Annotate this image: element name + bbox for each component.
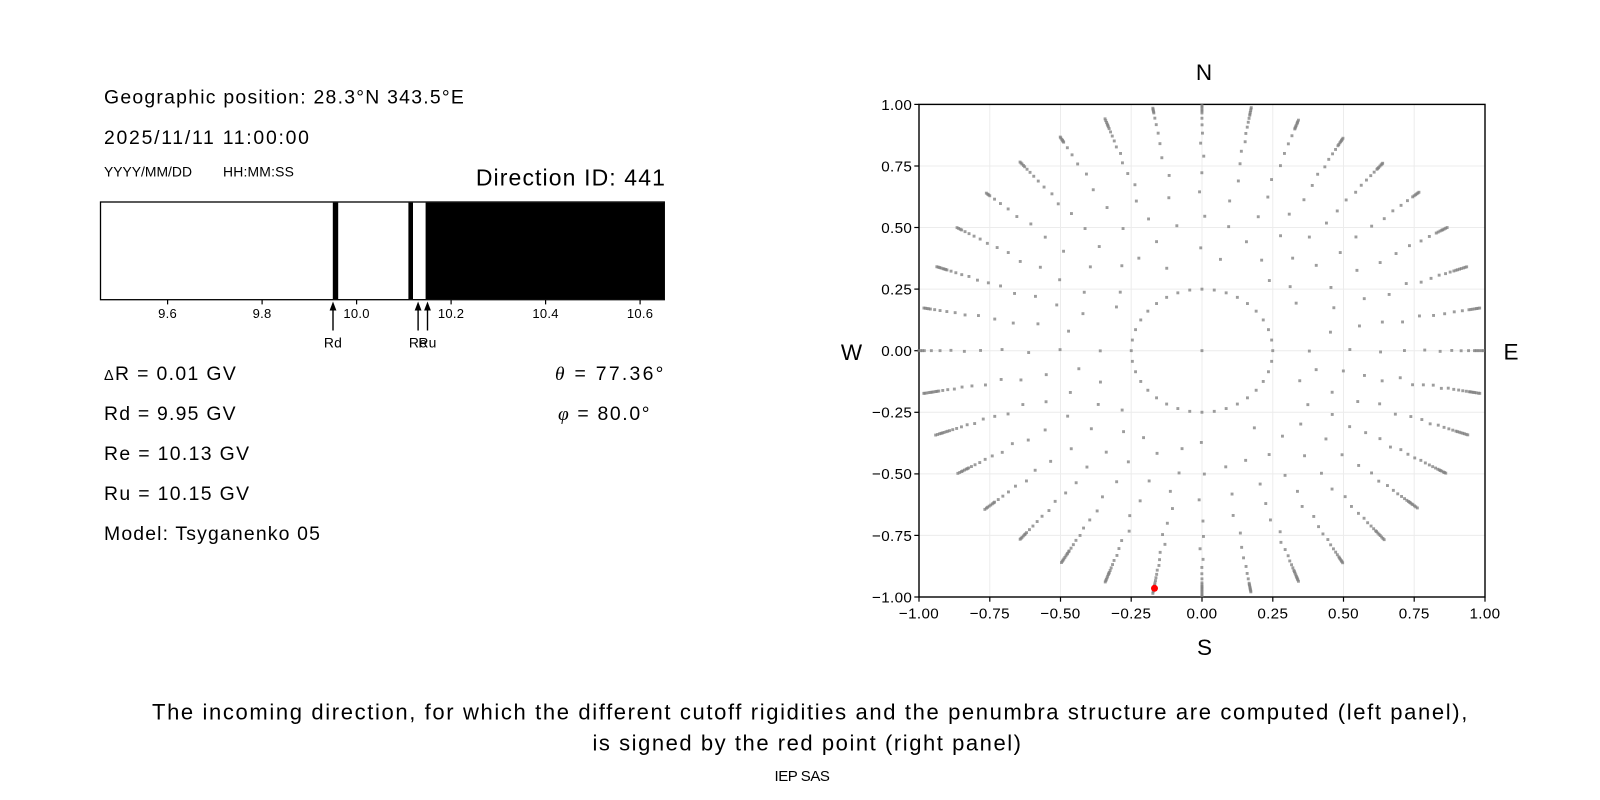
svg-text:0.50: 0.50	[881, 220, 912, 237]
svg-text:Direction ID: 441: Direction ID: 441	[476, 165, 666, 191]
svg-text:Rd = 9.95 GV: Rd = 9.95 GV	[104, 403, 237, 425]
svg-text:9.8: 9.8	[253, 306, 272, 321]
svg-text:1.00: 1.00	[881, 97, 912, 114]
svg-text:W: W	[841, 340, 863, 365]
svg-text:0.50: 0.50	[1328, 605, 1359, 622]
svg-text:N: N	[1196, 60, 1212, 85]
svg-text:Ru: Ru	[418, 335, 436, 351]
svg-text:HH:MM:SS: HH:MM:SS	[223, 164, 294, 180]
svg-text:−0.75: −0.75	[872, 528, 912, 545]
svg-text:IEP SAS: IEP SAS	[775, 768, 830, 785]
svg-text:Rd: Rd	[324, 335, 342, 351]
svg-text:S: S	[1197, 635, 1212, 660]
svg-text:YYYY/MM/DD: YYYY/MM/DD	[104, 164, 192, 180]
svg-text:0.00: 0.00	[1187, 605, 1218, 622]
svg-text:−0.25: −0.25	[1111, 605, 1151, 622]
svg-text:0.00: 0.00	[881, 343, 912, 360]
svg-text:Model: Tsyganenko 05: Model: Tsyganenko 05	[104, 523, 321, 545]
svg-text:1.00: 1.00	[1470, 605, 1501, 622]
svg-text:−0.25: −0.25	[872, 405, 912, 422]
svg-text:θ = 77.36°: θ = 77.36°	[555, 363, 666, 385]
svg-text:10.2: 10.2	[438, 306, 465, 321]
svg-text:−1.00: −1.00	[899, 605, 939, 622]
svg-text:Geographic position: 28.3°N 34: Geographic position: 28.3°N 343.5°E	[104, 87, 465, 109]
svg-text:9.6: 9.6	[158, 306, 177, 321]
svg-text:−1.00: −1.00	[872, 589, 912, 606]
svg-text:−0.50: −0.50	[1040, 605, 1080, 622]
svg-text:−0.50: −0.50	[872, 466, 912, 483]
svg-text:10.4: 10.4	[532, 306, 559, 321]
svg-text:−0.75: −0.75	[970, 605, 1010, 622]
svg-text:E: E	[1503, 340, 1518, 365]
svg-text:Re = 10.13 GV: Re = 10.13 GV	[104, 443, 250, 465]
svg-text:0.75: 0.75	[881, 158, 912, 175]
svg-text:The incoming direction, for wh: The incoming direction, for which the di…	[152, 700, 1469, 725]
svg-text:Re: Re	[409, 335, 427, 351]
svg-text:is signed by the red point (ri: is signed by the red point (right panel)	[592, 731, 1022, 756]
svg-text:φ = 80.0°: φ = 80.0°	[558, 403, 651, 425]
svg-text:2025/11/11 11:00:00: 2025/11/11 11:00:00	[104, 127, 311, 149]
svg-text:0.25: 0.25	[1257, 605, 1288, 622]
svg-text:10.0: 10.0	[343, 306, 370, 321]
svg-text:10.6: 10.6	[627, 306, 654, 321]
svg-text:0.25: 0.25	[881, 282, 912, 299]
svg-text:0.75: 0.75	[1399, 605, 1430, 622]
svg-text:Ru = 10.15 GV: Ru = 10.15 GV	[104, 483, 250, 505]
svg-text:ΔR = 0.01 GV: ΔR = 0.01 GV	[104, 363, 237, 385]
